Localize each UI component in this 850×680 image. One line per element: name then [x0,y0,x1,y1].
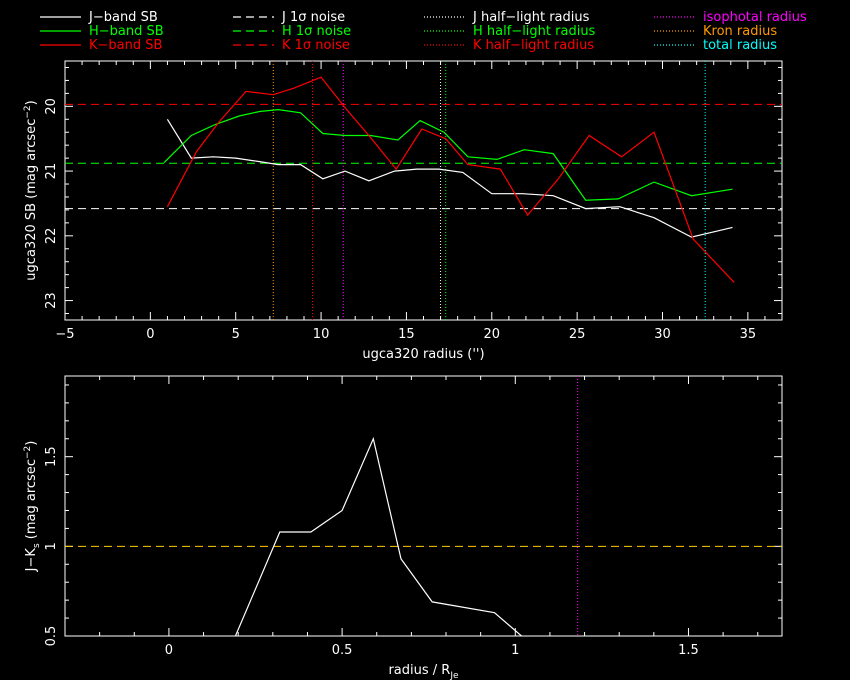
plot-area [65,376,782,636]
x-tick-label: 10 [313,327,330,342]
x-tick-label: 35 [740,327,757,342]
x-tick-label: 1 [511,643,519,658]
x-tick-label: 5 [232,327,240,342]
legend-label: Kron radius [703,24,777,39]
surface-brightness-panel: −5 0 5 10 15 20 25 30 35 20 21 22 23 ugca320 radius (… [23,60,783,362]
y-tick-label: 1 [44,542,59,550]
series-line [234,436,523,636]
plot-area [65,61,782,320]
legend-label: J half−light radius [472,10,590,25]
y-tick-label: 23 [44,292,59,309]
plot-frame [64,375,783,637]
color-profile-panel: 0 0.5 1 1.5 0.5 1 1.5 radius / RJe J−Ks (mag arc… [23,375,783,680]
x-tick-label: 15 [398,327,415,342]
legend-label: J 1σ noise [281,10,345,25]
x-tick-label: 30 [654,327,671,342]
series-line [163,108,733,201]
x-tick-label: −5 [55,327,74,342]
y-tick-label: 20 [44,98,59,115]
x-tick-label: 0 [165,643,173,658]
y-tick-label: 22 [44,228,59,245]
legend-label: K half−light radius [473,38,594,53]
legend-label: total radius [703,38,777,53]
y-axis-label: ugca320 SB (mag arcsec−2) [23,100,39,280]
y-tick-label: 1.5 [44,446,59,467]
series-line [166,118,733,238]
y-tick-label: 21 [44,163,59,180]
y-tick-label: 0.5 [44,626,59,647]
legend-label: H 1σ noise [282,24,351,39]
legend-label: H−band SB [89,24,164,39]
x-tick-label: 1.5 [678,643,699,658]
legend-label: K−band SB [89,38,162,53]
x-axis-label: ugca320 radius ('') [362,347,484,362]
x-axis-label: radius / RJe [388,663,459,680]
y-axis-label: J−Ks (mag arcsec−2) [23,441,42,573]
x-tick-label: 25 [569,327,586,342]
legend-label: J−band SB [88,10,158,25]
legend-label: K 1σ noise [282,38,350,53]
x-tick-label: 0.5 [332,643,353,658]
x-tick-label: 0 [146,327,154,342]
legend-label: H half−light radius [473,24,596,39]
legend-label: isophotal radius [703,10,807,25]
x-tick-label: 20 [484,327,501,342]
series-line [166,76,735,283]
